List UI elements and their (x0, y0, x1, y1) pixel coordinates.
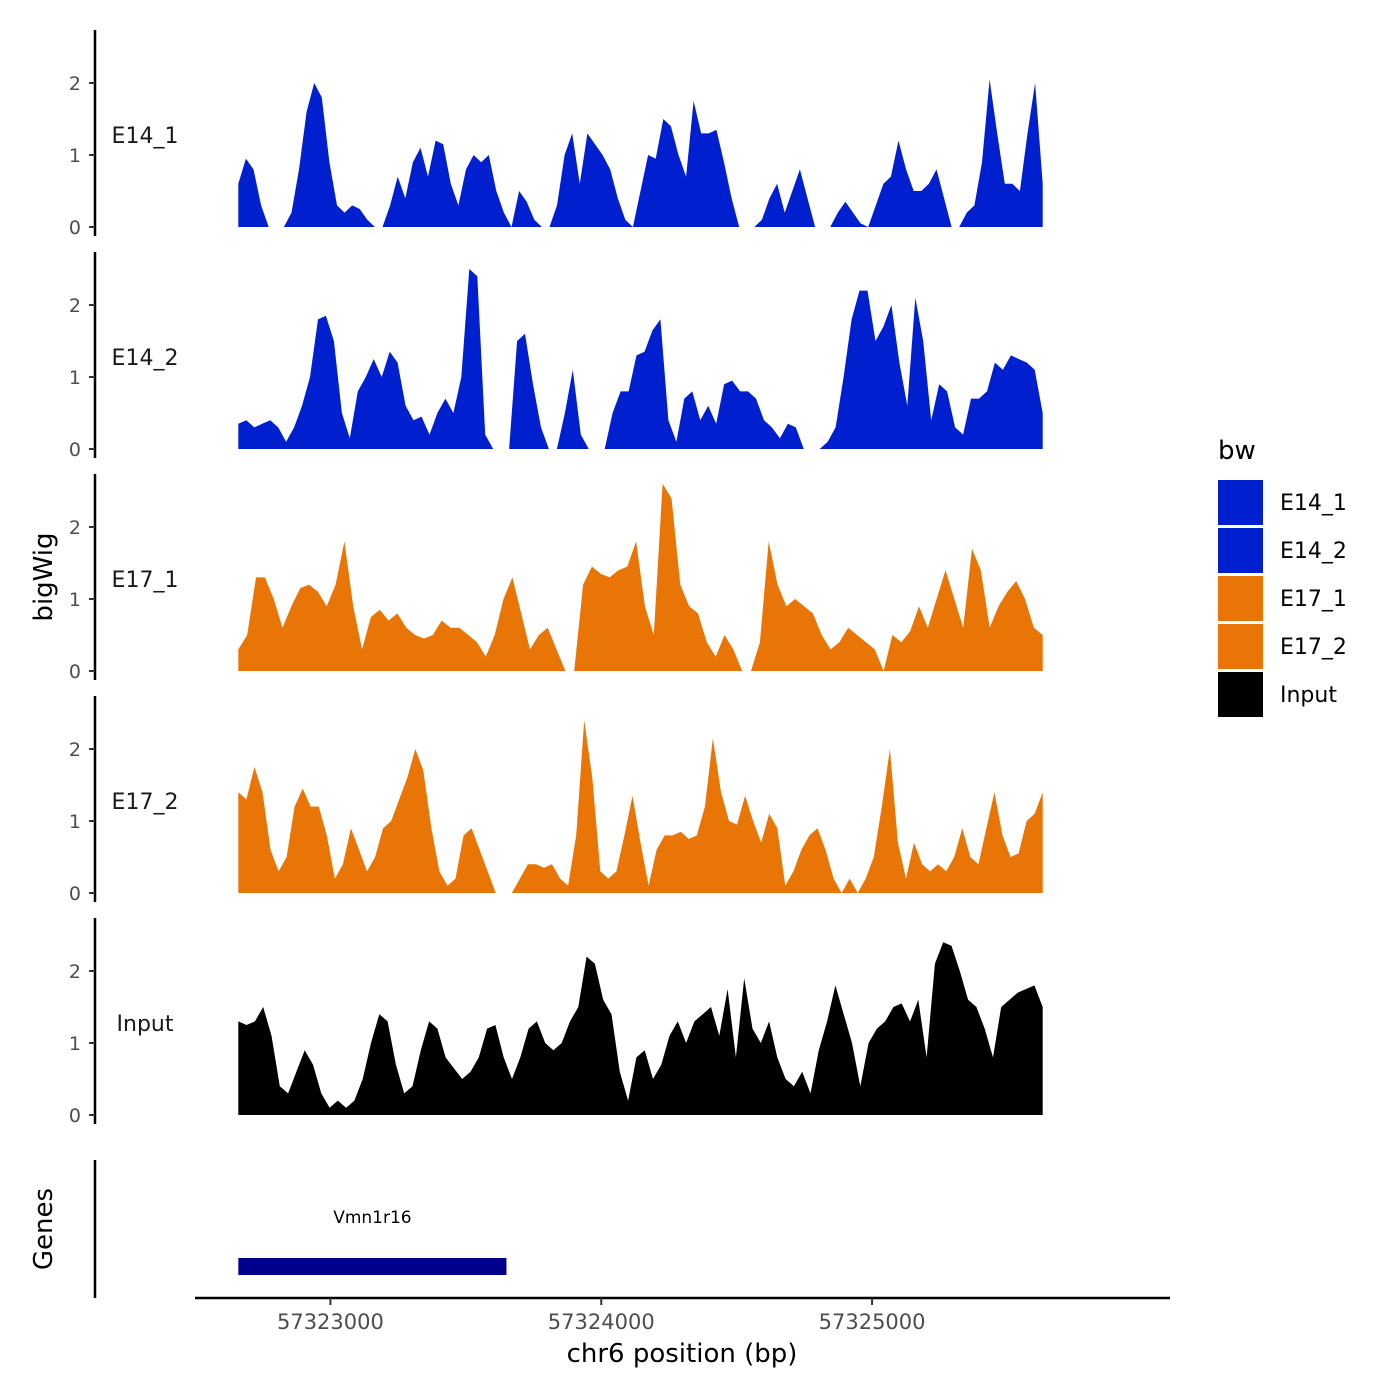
y-tick-label: 2 (69, 961, 81, 983)
y-tick-label: 2 (69, 295, 81, 317)
gene-vmn1r16 (238, 1258, 507, 1275)
track-label-e17-2: E17_2 (112, 790, 179, 815)
coverage-area-e17-2 (238, 720, 1043, 893)
y-tick-label: 1 (69, 367, 81, 389)
y-tick-label: 2 (69, 739, 81, 761)
coverage-area-e17-1 (238, 483, 1043, 671)
x-tick-label: 57323000 (277, 1310, 384, 1334)
legend-label-e17-1: E17_1 (1280, 587, 1347, 612)
track-label-e14-1: E14_1 (112, 124, 179, 149)
genes-panel: Vmn1r16 (93, 1160, 507, 1298)
y-tick-label: 0 (69, 217, 81, 239)
track-panels: 0 1 2 E14_1 0 1 2 E14_2 0 1 2 E17_1 0 1 2 E17_2 0 1 2 Input (69, 30, 1043, 1127)
y-axis-title: bigWig (29, 532, 59, 621)
genes-track-title: Genes (29, 1188, 59, 1270)
y-tick-label: 0 (69, 1105, 81, 1127)
y-tick-label: 2 (69, 517, 81, 539)
legend-key-e17-1 (1218, 576, 1263, 621)
x-axis: 57323000 57324000 57325000 (195, 1296, 1170, 1334)
legend-label-input: Input (1280, 683, 1337, 708)
legend-label-e17-2: E17_2 (1280, 635, 1347, 660)
legend-label-e14-2: E14_2 (1280, 539, 1347, 564)
track-label-e14-2: E14_2 (112, 346, 179, 371)
legend-title: bw (1218, 436, 1256, 466)
gene-label: Vmn1r16 (333, 1208, 411, 1228)
y-tick-label: 1 (69, 811, 81, 833)
x-tick-label: 57325000 (819, 1310, 926, 1334)
y-tick-label: 0 (69, 439, 81, 461)
x-axis-title: chr6 position (bp) (567, 1339, 798, 1369)
legend-key-input (1218, 672, 1263, 717)
track-e17-1: 0 1 2 E17_1 (69, 474, 1043, 683)
coverage-area-e14-1 (238, 79, 1043, 228)
track-e14-1: 0 1 2 E14_1 (69, 30, 1043, 239)
y-tick-label: 1 (69, 589, 81, 611)
y-tick-label: 0 (69, 883, 81, 905)
coverage-area-e14-2 (238, 269, 1043, 449)
track-e17-2: 0 1 2 E17_2 (69, 696, 1043, 905)
legend-key-e14-1 (1218, 480, 1263, 525)
legend-key-e17-2 (1218, 624, 1263, 669)
y-tick-label: 2 (69, 73, 81, 95)
track-e14-2: 0 1 2 E14_2 (69, 252, 1043, 461)
track-label-input: Input (117, 1012, 174, 1037)
track-label-e17-1: E17_1 (112, 568, 179, 593)
track-input: 0 1 2 Input (69, 918, 1043, 1127)
legend-key-e14-2 (1218, 528, 1263, 573)
y-tick-label: 0 (69, 661, 81, 683)
legend: bw E14_1 E14_2 E17_1 E17_2 Input (1218, 436, 1347, 717)
y-tick-label: 1 (69, 145, 81, 167)
coverage-area-input (238, 942, 1043, 1115)
y-tick-label: 1 (69, 1033, 81, 1055)
x-tick-label: 57324000 (548, 1310, 655, 1334)
legend-label-e14-1: E14_1 (1280, 491, 1347, 516)
